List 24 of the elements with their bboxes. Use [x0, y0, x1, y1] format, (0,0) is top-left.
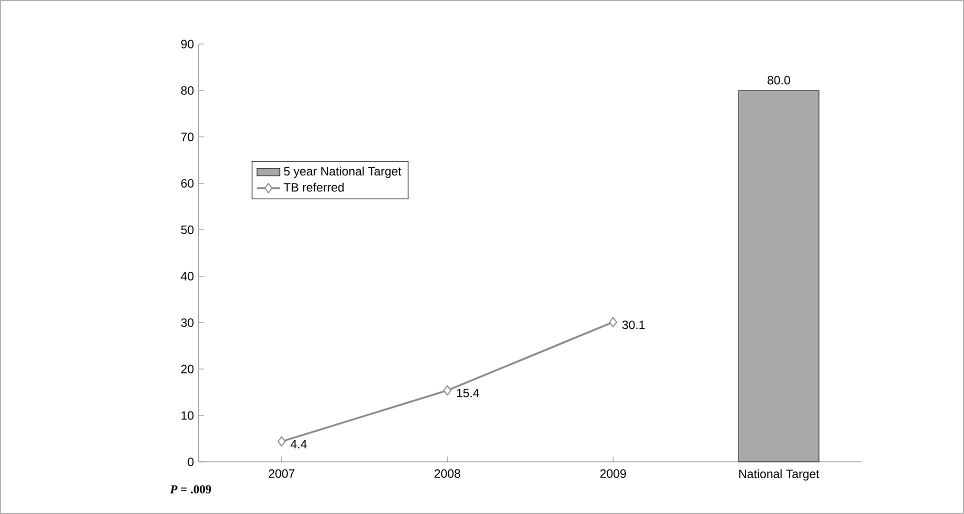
legend-label: 5 year National Target — [284, 166, 402, 178]
y-tick-label: 60 — [181, 179, 194, 188]
x-tick-label: 2008 — [434, 469, 460, 478]
point — [609, 316, 618, 328]
data-label: 15.4 — [457, 388, 480, 398]
data-label: 30.1 — [622, 320, 645, 330]
y-tick-label: 70 — [181, 132, 194, 142]
x-tick-label: National Target — [739, 469, 820, 481]
y-tick-label: 80 — [181, 86, 194, 95]
point — [278, 436, 286, 447]
y-tick-label: 50 — [181, 226, 194, 234]
y-tick-label: 30 — [181, 318, 194, 327]
data-label: 80.0 — [768, 76, 790, 84]
data-label: 4.4 — [290, 440, 307, 448]
x-tick-label: 2009 — [600, 469, 626, 478]
x-tick-label: 2007 — [268, 469, 294, 478]
y-tick-label: 90 — [181, 40, 194, 48]
y-tick-label: 40 — [180, 272, 194, 280]
legend-label: TB referred — [284, 182, 344, 192]
y-tick-label: 20 — [181, 364, 194, 374]
point — [443, 385, 452, 396]
y-tick-label: 10 — [182, 411, 194, 420]
text: P = .009 — [170, 485, 211, 494]
y-tick-label: 0 — [188, 458, 194, 466]
